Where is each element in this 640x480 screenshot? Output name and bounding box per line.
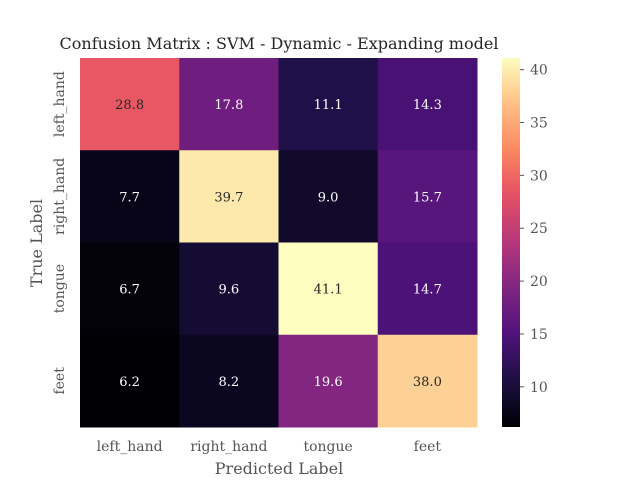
x-tick-label: left_hand [97,439,163,455]
heatmap-cell [80,58,180,151]
heatmap-cell [278,150,379,243]
cell-value-label: 14.3 [413,98,442,113]
cell-value-label: 19.6 [314,375,343,390]
heatmap-cell [278,334,379,428]
chart-title: Confusion Matrix : SVM - Dynamic - Expan… [60,34,499,53]
cell-value-label: 39.7 [214,190,243,205]
y-tick-label: feet [52,367,68,395]
colorbar: 10 15 20 25 30 35 40 [502,58,548,427]
colorbar-tick-label: 30 [530,168,548,184]
cell-value-label: 15.7 [413,190,442,205]
cell-value-label: 7.7 [119,190,140,205]
heatmap-cell [179,242,279,336]
colorbar-tick-label: 15 [530,327,548,343]
x-tick-label: right_hand [190,439,267,455]
cell-value-label: 14.7 [413,283,442,298]
y-axis-label: True Label [27,199,46,287]
cell-value-label: 11.1 [314,98,343,113]
x-tick-label: feet [414,439,442,455]
colorbar-tick-label: 35 [530,115,548,131]
heatmap-cell [278,242,379,336]
colorbar-tick-label: 40 [530,63,548,79]
y-tick-label: right_hand [52,158,68,235]
colorbar-tick-label: 25 [530,221,548,237]
colorbar-tick-label: 10 [530,380,548,396]
cell-value-label: 41.1 [314,283,343,298]
heatmap-cell [377,334,478,428]
heatmap-cell [179,334,279,428]
cell-value-label: 17.8 [214,98,243,113]
heatmap-cell [80,334,180,428]
y-tick-label: left_hand [52,71,68,137]
heatmap-cell [377,150,478,243]
heatmap-cell [278,58,379,151]
heatmap-cells: 28.8 17.8 11.1 14.3 7.7 39.7 9.0 15.7 6.7 9.6 41.1… [80,58,478,428]
cell-value-label: 6.7 [119,283,140,298]
cell-value-label: 28.8 [115,98,144,113]
heatmap-cell [377,58,478,151]
heatmap-cell [179,150,279,243]
y-tick-label: tongue [52,264,68,313]
cell-value-label: 38.0 [413,375,442,390]
colorbar-gradient [502,58,520,427]
cell-value-label: 9.0 [318,190,339,205]
cell-value-label: 6.2 [119,375,140,390]
heatmap-cell [80,150,180,243]
heatmap-cell [80,242,180,336]
x-tick-labels: left_hand right_hand tongue feet [97,439,442,455]
colorbar-tick-label: 20 [530,274,548,290]
cell-value-label: 8.2 [219,375,240,390]
heatmap-cell [377,242,478,336]
heatmap-cell [179,58,279,151]
x-axis-label: Predicted Label [215,459,343,478]
cell-value-label: 9.6 [219,283,240,298]
x-tick-label: tongue [303,439,352,455]
